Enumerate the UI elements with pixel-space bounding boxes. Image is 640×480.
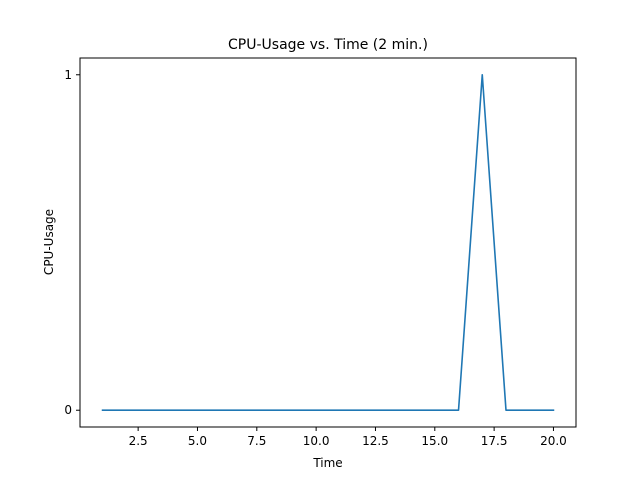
x-tick-label: 17.5 [481, 434, 508, 448]
x-tick-label: 7.5 [247, 434, 266, 448]
x-tick-label: 10.0 [303, 434, 330, 448]
x-tick-label: 20.0 [540, 434, 567, 448]
y-tick-label: 0 [64, 403, 72, 417]
plot-area [101, 73, 555, 412]
series-line [101, 73, 555, 412]
x-tick-label: 15.0 [421, 434, 448, 448]
y-tick-label: 1 [64, 68, 72, 82]
x-axis-label: Time [312, 456, 342, 470]
axes-ticks: 2.5 5.0 7.5 10.0 12.5 15.0 17.5 20.0 0 1 [64, 68, 566, 448]
x-tick-label: 5.0 [188, 434, 207, 448]
axes-frame [79, 57, 577, 428]
x-tick-label: 2.5 [129, 434, 148, 448]
y-axis-label: CPU-Usage [42, 209, 56, 275]
x-tick-label: 12.5 [362, 434, 389, 448]
chart-title: CPU-Usage vs. Time (2 min.) [228, 37, 428, 53]
